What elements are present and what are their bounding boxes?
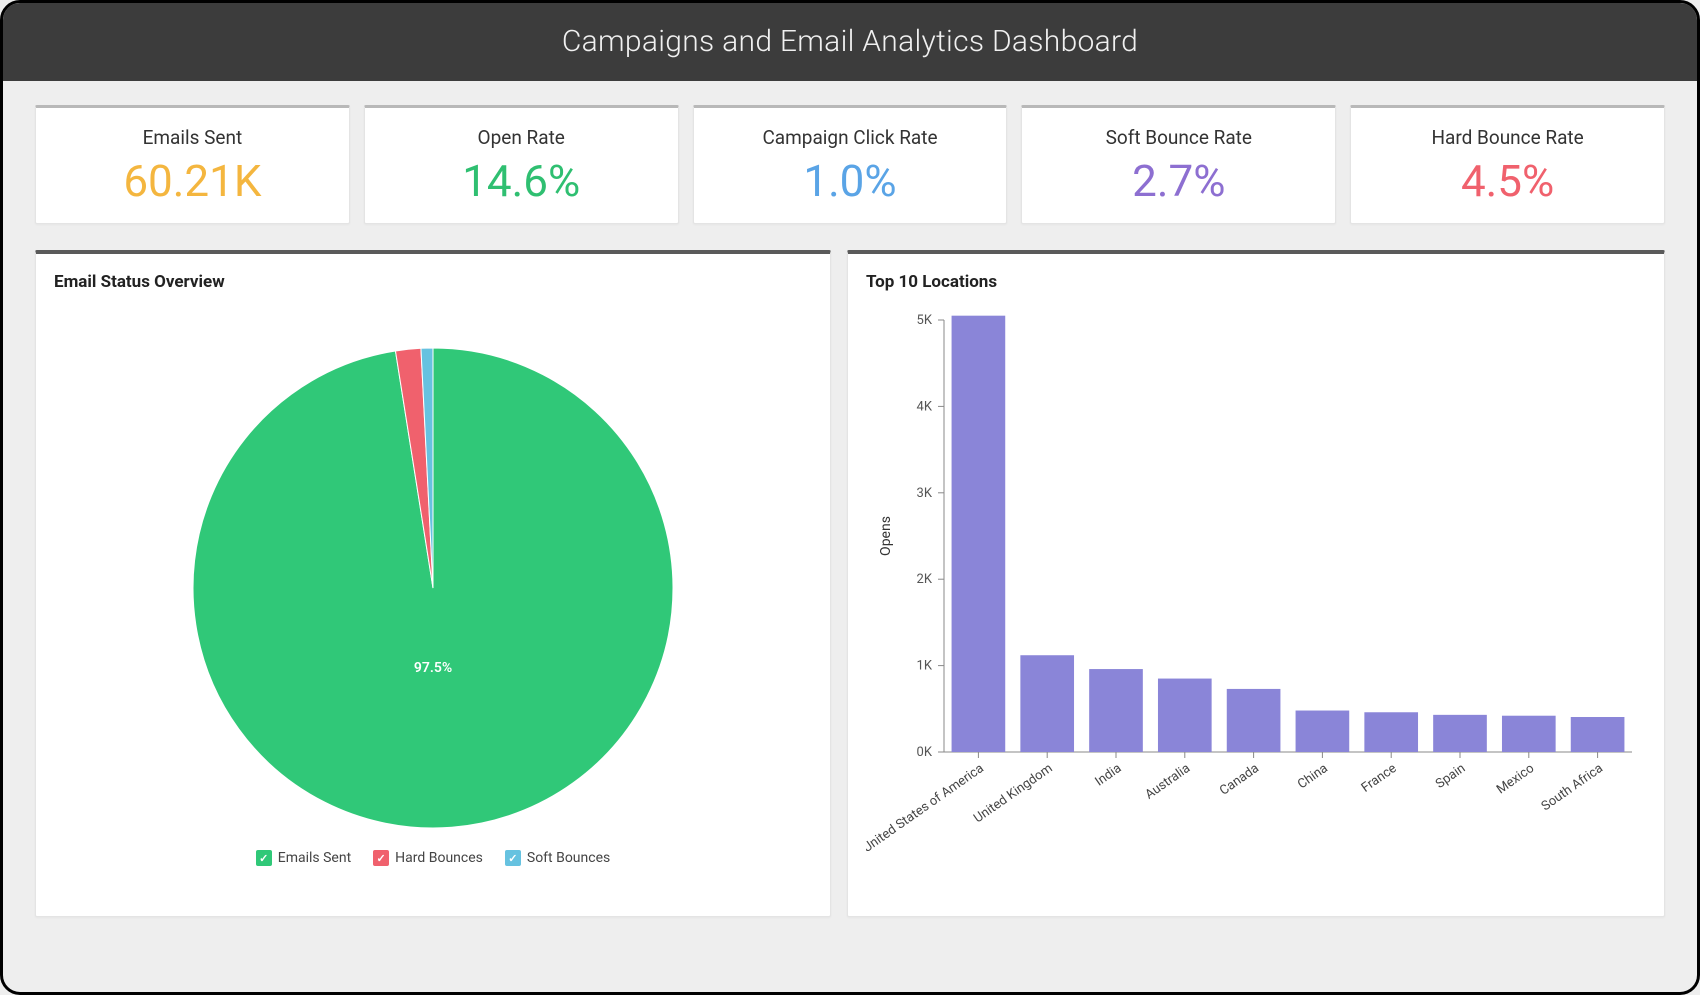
bar[interactable] bbox=[1502, 716, 1556, 752]
legend-swatch: ✓ bbox=[373, 850, 389, 866]
ytick-label: 2K bbox=[917, 572, 933, 587]
kpi-card-open_rate[interactable]: Open Rate 14.6% bbox=[364, 105, 679, 224]
y-axis-label: Opens bbox=[878, 516, 894, 556]
category-label: China bbox=[1295, 761, 1331, 792]
kpi-label: Emails Sent bbox=[44, 126, 341, 149]
legend-swatch: ✓ bbox=[505, 850, 521, 866]
legend-label: Emails Sent bbox=[278, 850, 351, 866]
page-header: Campaigns and Email Analytics Dashboard bbox=[3, 3, 1697, 81]
legend-label: Hard Bounces bbox=[395, 850, 483, 866]
bar[interactable] bbox=[952, 316, 1006, 752]
ytick-label: 5K bbox=[917, 313, 933, 328]
kpi-label: Hard Bounce Rate bbox=[1359, 126, 1656, 149]
bar[interactable] bbox=[1020, 655, 1074, 752]
category-label: India bbox=[1093, 761, 1125, 790]
bar[interactable] bbox=[1433, 715, 1487, 752]
kpi-label: Soft Bounce Rate bbox=[1030, 126, 1327, 149]
kpi-value: 60.21K bbox=[44, 159, 341, 203]
pie-legend: ✓ Emails Sent ✓ Hard Bounces ✓ Soft Bounces bbox=[256, 850, 610, 866]
kpi-label: Campaign Click Rate bbox=[702, 126, 999, 149]
panel-top-locations: Top 10 Locations 0K 1K 2K 3K 4K 5K Opens United… bbox=[847, 250, 1665, 917]
category-label: France bbox=[1359, 761, 1400, 796]
bar-chart-area: 0K 1K 2K 3K 4K 5K Opens United States of Americ… bbox=[866, 302, 1646, 902]
legend-swatch: ✓ bbox=[256, 850, 272, 866]
kpi-card-soft_bounce_rate[interactable]: Soft Bounce Rate 2.7% bbox=[1021, 105, 1336, 224]
page-title: Campaigns and Email Analytics Dashboard bbox=[562, 24, 1138, 59]
category-label: United States of America bbox=[866, 761, 987, 856]
kpi-card-hard_bounce_rate[interactable]: Hard Bounce Rate 4.5% bbox=[1350, 105, 1665, 224]
kpi-value: 2.7% bbox=[1030, 159, 1327, 203]
category-label: Mexico bbox=[1494, 761, 1537, 797]
bar[interactable] bbox=[1089, 669, 1143, 752]
kpi-value: 4.5% bbox=[1359, 159, 1656, 203]
panel-title: Email Status Overview bbox=[54, 272, 812, 292]
category-label: South Africa bbox=[1539, 761, 1606, 814]
kpi-value: 1.0% bbox=[702, 159, 999, 203]
bar[interactable] bbox=[1364, 712, 1418, 752]
bar[interactable] bbox=[1571, 717, 1625, 752]
bar[interactable] bbox=[1158, 679, 1212, 752]
panel-email-status: Email Status Overview 97.5% ✓ Emails Sent… bbox=[35, 250, 831, 917]
bar[interactable] bbox=[1227, 689, 1281, 752]
legend-item[interactable]: ✓ Soft Bounces bbox=[505, 850, 610, 866]
category-label: Canada bbox=[1217, 761, 1262, 799]
pie-center-label: 97.5% bbox=[414, 660, 452, 676]
ytick-label: 4K bbox=[917, 399, 933, 414]
kpi-value: 14.6% bbox=[373, 159, 670, 203]
kpi-row: Emails Sent 60.21K Open Rate 14.6% Campaign … bbox=[3, 81, 1697, 234]
ytick-label: 0K bbox=[917, 745, 933, 760]
legend-label: Soft Bounces bbox=[527, 850, 610, 866]
category-label: Australia bbox=[1143, 761, 1194, 803]
bar-chart: 0K 1K 2K 3K 4K 5K Opens United States of Americ… bbox=[866, 302, 1646, 902]
bar[interactable] bbox=[1296, 711, 1350, 752]
dashboard-frame: Campaigns and Email Analytics Dashboard … bbox=[0, 0, 1700, 995]
legend-item[interactable]: ✓ Emails Sent bbox=[256, 850, 351, 866]
kpi-label: Open Rate bbox=[373, 126, 670, 149]
kpi-card-emails_sent[interactable]: Emails Sent 60.21K bbox=[35, 105, 350, 224]
legend-item[interactable]: ✓ Hard Bounces bbox=[373, 850, 483, 866]
pie-chart: 97.5% bbox=[183, 338, 683, 838]
kpi-card-campaign_click_rate[interactable]: Campaign Click Rate 1.0% bbox=[693, 105, 1008, 224]
ytick-label: 3K bbox=[917, 486, 933, 501]
pie-chart-area: 97.5% ✓ Emails Sent ✓ Hard Bounces ✓ Soft Bou… bbox=[54, 302, 812, 902]
panel-title: Top 10 Locations bbox=[866, 272, 1646, 292]
panels-row: Email Status Overview 97.5% ✓ Emails Sent… bbox=[3, 234, 1697, 943]
category-label: Spain bbox=[1433, 761, 1468, 792]
ytick-label: 1K bbox=[917, 659, 933, 674]
